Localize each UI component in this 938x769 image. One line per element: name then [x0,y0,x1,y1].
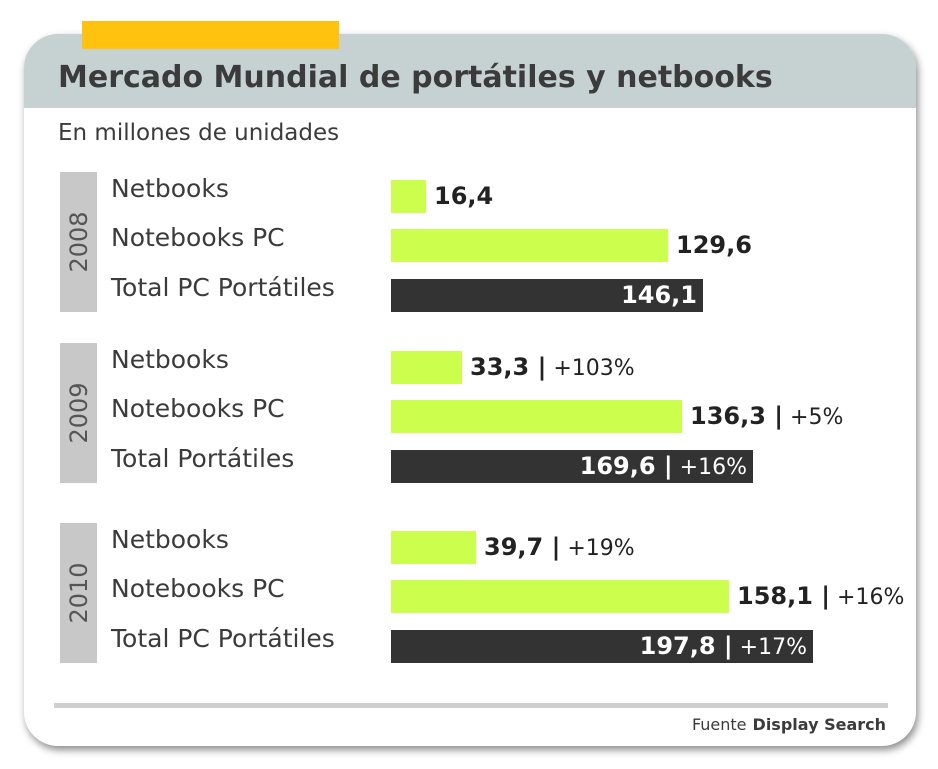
accent-bar [82,21,339,49]
data-value: 129,6 [676,231,752,259]
total-bar [391,450,753,483]
year-label: 2008 [64,211,93,273]
data-value: 169,6 | [579,452,673,480]
year-label: 2010 [64,562,93,624]
category-label: Notebooks PC [111,223,285,252]
category-label: Netbooks [111,345,229,374]
data-value: 16,4 [434,182,494,210]
data-value: 146,1 [621,281,697,309]
data-label: 158,1 | +16% [737,579,904,615]
data-bar [391,531,476,564]
source-credit: Fuente Display Search [692,714,886,736]
data-bar [391,229,668,262]
data-bar [391,580,729,613]
total-bar [391,279,703,312]
category-label: Notebooks PC [111,574,285,603]
category-label: Netbooks [111,174,229,203]
change-percent: +16% [830,585,905,610]
change-percent: +19% [560,536,635,561]
data-value: 158,1 | [737,582,831,610]
data-value: 136,3 | [690,402,784,430]
category-label: Total PC Portátiles [111,273,335,302]
data-label: 136,3 | +5% [690,399,843,435]
chart-card [24,34,916,746]
data-label: 146,1 [391,278,697,312]
change-percent: +17% [732,635,807,660]
source-prefix: Fuente [691,715,747,734]
data-label: 39,7 | +19% [484,530,635,566]
category-label: Notebooks PC [111,394,285,423]
category-label: Total Portátiles [111,444,295,473]
year-label: 2009 [64,382,93,444]
chart-title: Mercado Mundial de portátiles y netbooks [58,60,773,95]
data-label: 33,3 | +103% [470,350,635,386]
data-bar [391,351,462,384]
data-bar [391,180,426,213]
data-value: 33,3 | [470,353,547,381]
data-bar [391,400,682,433]
change-percent: +103% [546,356,635,381]
change-percent: +5% [783,405,844,430]
data-label: 169,6 | +16% [391,449,747,485]
data-label: 16,4 [434,179,493,213]
footer-divider [54,703,888,708]
year-tab: 2009 [60,343,97,483]
data-value: 197,8 | [639,632,733,660]
year-tab: 2008 [60,172,97,312]
category-label: Netbooks [111,525,229,554]
data-label: 197,8 | +17% [391,629,807,665]
year-tab: 2010 [60,523,97,663]
data-value: 39,7 | [484,533,561,561]
total-bar [391,630,813,663]
data-label: 129,6 [676,228,752,262]
change-percent: +16% [672,455,747,480]
category-label: Total PC Portátiles [111,624,335,653]
chart-subtitle: En millones de unidades [58,120,340,146]
source-name: Display Search [752,715,886,734]
